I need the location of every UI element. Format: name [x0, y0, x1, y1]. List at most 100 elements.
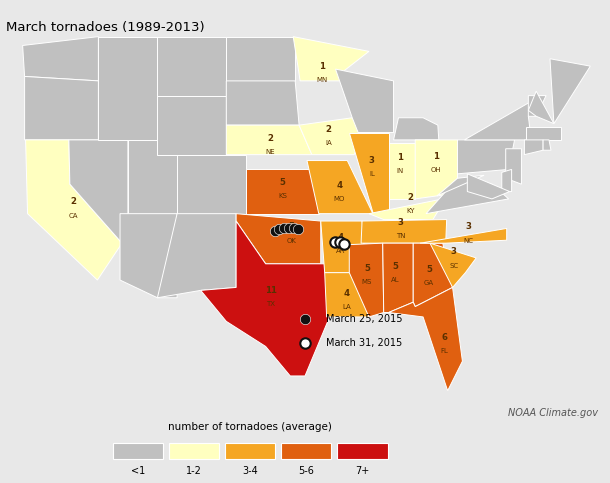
FancyBboxPatch shape	[113, 443, 163, 459]
Text: 5: 5	[393, 262, 398, 271]
Text: IA: IA	[325, 140, 332, 146]
Polygon shape	[226, 81, 299, 125]
Polygon shape	[201, 221, 329, 376]
Text: March 25, 2015: March 25, 2015	[326, 314, 403, 324]
Polygon shape	[157, 213, 236, 298]
Polygon shape	[467, 174, 509, 199]
Text: TN: TN	[396, 233, 405, 239]
Polygon shape	[226, 125, 312, 155]
Polygon shape	[226, 37, 295, 81]
Polygon shape	[389, 287, 462, 391]
Polygon shape	[393, 118, 439, 140]
Text: 2: 2	[71, 197, 77, 206]
Text: 7+: 7+	[355, 466, 370, 476]
Polygon shape	[420, 228, 507, 243]
Text: 11: 11	[265, 286, 276, 295]
Polygon shape	[526, 127, 561, 140]
Text: 6: 6	[442, 333, 448, 342]
Polygon shape	[321, 221, 364, 273]
Text: AL: AL	[391, 278, 400, 284]
Text: 4: 4	[337, 233, 343, 242]
Text: NOAA Climate.gov: NOAA Climate.gov	[508, 408, 598, 418]
Text: 2: 2	[407, 193, 413, 202]
Polygon shape	[382, 243, 413, 313]
Polygon shape	[389, 143, 415, 199]
Text: 5: 5	[289, 222, 294, 231]
Text: TX: TX	[266, 301, 275, 307]
Text: NC: NC	[464, 238, 473, 243]
Text: 5: 5	[426, 265, 432, 274]
Polygon shape	[336, 69, 393, 132]
Polygon shape	[415, 140, 458, 199]
Text: KY: KY	[406, 208, 415, 214]
Polygon shape	[464, 96, 546, 140]
Text: OH: OH	[431, 167, 441, 173]
Text: CA: CA	[69, 213, 79, 219]
Text: 3: 3	[369, 156, 375, 165]
Polygon shape	[502, 170, 512, 192]
Polygon shape	[543, 140, 551, 150]
Text: March 31, 2015: March 31, 2015	[326, 338, 403, 348]
Text: MN: MN	[316, 77, 328, 83]
Text: 4: 4	[336, 181, 342, 190]
Polygon shape	[413, 243, 453, 307]
Polygon shape	[525, 140, 543, 155]
Polygon shape	[437, 175, 484, 196]
Polygon shape	[108, 37, 226, 96]
Polygon shape	[177, 155, 246, 213]
Text: IN: IN	[397, 168, 404, 174]
Text: 3: 3	[451, 247, 456, 256]
Text: OK: OK	[286, 238, 296, 243]
Polygon shape	[236, 213, 321, 264]
Polygon shape	[128, 140, 177, 213]
Text: 1-2: 1-2	[186, 466, 202, 476]
Text: 4: 4	[343, 289, 350, 298]
Text: 3-4: 3-4	[242, 466, 258, 476]
FancyBboxPatch shape	[281, 443, 331, 459]
Polygon shape	[26, 140, 122, 280]
Text: AR: AR	[336, 248, 345, 254]
Text: 1: 1	[319, 61, 325, 71]
Polygon shape	[299, 118, 363, 155]
Text: KS: KS	[278, 193, 287, 199]
Polygon shape	[426, 178, 509, 213]
Text: 5-6: 5-6	[298, 466, 314, 476]
Text: March tornadoes (1989-2013): March tornadoes (1989-2013)	[6, 21, 205, 34]
Polygon shape	[528, 91, 554, 124]
FancyBboxPatch shape	[169, 443, 219, 459]
Polygon shape	[98, 37, 157, 140]
Polygon shape	[430, 243, 476, 287]
Polygon shape	[361, 220, 447, 243]
Text: MO: MO	[334, 197, 345, 202]
Polygon shape	[325, 243, 369, 317]
Polygon shape	[350, 132, 389, 213]
Text: SC: SC	[449, 263, 458, 269]
Polygon shape	[23, 37, 98, 81]
Text: 5: 5	[364, 264, 370, 273]
Polygon shape	[120, 213, 177, 298]
Text: 2: 2	[326, 125, 332, 134]
Text: 3: 3	[465, 222, 472, 231]
Polygon shape	[24, 76, 98, 140]
Polygon shape	[350, 243, 384, 317]
Text: 3: 3	[398, 218, 403, 227]
Text: MS: MS	[362, 279, 372, 285]
FancyBboxPatch shape	[337, 443, 387, 459]
Text: IL: IL	[369, 171, 375, 177]
Text: <1: <1	[131, 466, 145, 476]
Text: 2: 2	[268, 134, 273, 143]
Polygon shape	[528, 96, 546, 116]
Text: NE: NE	[266, 149, 275, 155]
Text: LA: LA	[342, 304, 351, 310]
Polygon shape	[369, 199, 443, 220]
Polygon shape	[157, 96, 226, 155]
Text: FL: FL	[441, 348, 448, 355]
Text: 1: 1	[433, 152, 439, 160]
FancyBboxPatch shape	[225, 443, 275, 459]
Text: GA: GA	[424, 281, 434, 286]
Text: 5: 5	[279, 178, 285, 187]
Polygon shape	[550, 59, 590, 124]
Text: number of tornadoes (average): number of tornadoes (average)	[168, 422, 332, 432]
Polygon shape	[307, 160, 373, 213]
Polygon shape	[506, 149, 522, 184]
